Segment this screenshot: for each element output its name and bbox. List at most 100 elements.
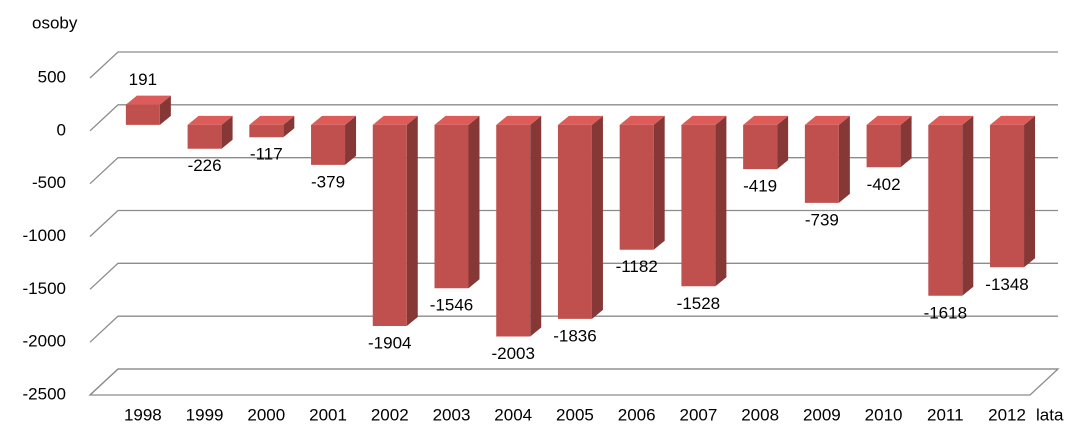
data-label: -1546	[430, 296, 473, 315]
bar-face	[990, 115, 1036, 125]
x-tick-label: 2007	[679, 405, 717, 424]
bar-face	[249, 115, 295, 125]
y-tick-label: 500	[38, 67, 66, 86]
x-axis-label: lata	[1036, 405, 1064, 424]
bar-face	[743, 124, 778, 170]
y-tick-label: -500	[32, 173, 66, 192]
bar	[804, 115, 850, 203]
x-tick-label: 1999	[186, 405, 224, 424]
x-tick-label: 2002	[371, 405, 409, 424]
bar-face	[468, 115, 480, 289]
bar-face	[900, 115, 912, 168]
x-tick-label: 2001	[309, 405, 347, 424]
x-tick-label: 2012	[988, 405, 1026, 424]
bar-face	[372, 115, 418, 125]
bar	[743, 115, 789, 170]
bar	[928, 115, 974, 296]
floor	[88, 368, 1060, 396]
bar-face	[743, 115, 789, 125]
x-tick-label: 2006	[618, 405, 656, 424]
data-label: -379	[311, 172, 345, 191]
bar-face	[804, 115, 850, 125]
bar-face	[715, 115, 727, 287]
bar	[187, 115, 233, 149]
bar-face	[530, 115, 542, 337]
bar-face	[928, 124, 963, 296]
x-tick-label: 2008	[741, 405, 779, 424]
data-label: -226	[188, 156, 222, 175]
bar-face	[311, 115, 357, 125]
data-label: -1528	[677, 294, 720, 313]
bar-face	[406, 115, 418, 327]
data-label: -739	[805, 210, 839, 229]
bar-face	[221, 115, 233, 149]
bar	[990, 115, 1036, 268]
bar-face	[283, 115, 295, 138]
bar-face	[866, 124, 901, 168]
data-label: -2003	[491, 344, 534, 363]
grid-line	[89, 368, 1058, 396]
bar	[372, 115, 418, 327]
bar-face	[187, 115, 233, 125]
bar-face	[962, 115, 974, 296]
data-label: -402	[867, 175, 901, 194]
bar-face	[496, 115, 542, 125]
bar-face	[653, 115, 665, 250]
data-label: -117	[250, 145, 283, 164]
y-tick-label: -2000	[23, 332, 66, 351]
bar-face	[928, 115, 974, 125]
y-tick-label: -2500	[23, 384, 66, 403]
grid-line	[89, 315, 1058, 343]
x-tick-label: 2011	[927, 405, 964, 424]
data-label: 191	[129, 70, 157, 89]
data-label: -1836	[553, 326, 596, 345]
x-tick-label: 2004	[494, 405, 532, 424]
bar-face	[557, 115, 603, 125]
bar	[619, 115, 665, 250]
bar-face	[125, 95, 171, 105]
bar	[125, 95, 171, 125]
bar-face	[372, 124, 407, 327]
data-label: -1182	[616, 257, 658, 276]
y-axis-label: osoby	[32, 13, 78, 32]
bar-face	[804, 124, 839, 203]
bar-face	[159, 95, 171, 125]
bar-face	[311, 124, 346, 165]
data-label: -1904	[368, 334, 411, 353]
y-tick-label: -1000	[23, 226, 66, 245]
bar-face	[557, 124, 592, 319]
bar-face	[681, 124, 716, 287]
grid-line	[89, 262, 1058, 290]
bar	[311, 115, 357, 165]
x-tick-label: 2003	[433, 405, 471, 424]
grid-line	[89, 51, 1058, 79]
bar	[434, 115, 480, 289]
bar-face	[777, 115, 789, 170]
bar-face	[187, 124, 222, 149]
bar-face	[345, 115, 357, 165]
bar-face	[619, 115, 665, 125]
bar-face	[434, 115, 480, 125]
bar-face	[838, 115, 850, 203]
data-label: -1348	[985, 275, 1028, 294]
x-tick-label: 2010	[865, 405, 903, 424]
x-tick-label: 2009	[803, 405, 841, 424]
bar	[681, 115, 727, 287]
bar-face	[496, 124, 531, 337]
x-tick-label: 2005	[556, 405, 594, 424]
bar-face	[434, 124, 469, 289]
bar-face	[619, 124, 654, 250]
bar-face	[249, 124, 284, 138]
y-tick-label: -1500	[23, 279, 66, 298]
bar-face	[681, 115, 727, 125]
bar	[496, 115, 542, 337]
y-tick-label: 0	[57, 120, 66, 139]
bar-face	[591, 115, 603, 319]
bar-face	[866, 115, 912, 125]
bar	[557, 115, 603, 319]
data-label: -1618	[924, 303, 967, 322]
data-label: -419	[743, 177, 777, 196]
bar	[866, 115, 912, 168]
bar-face	[1024, 115, 1036, 268]
